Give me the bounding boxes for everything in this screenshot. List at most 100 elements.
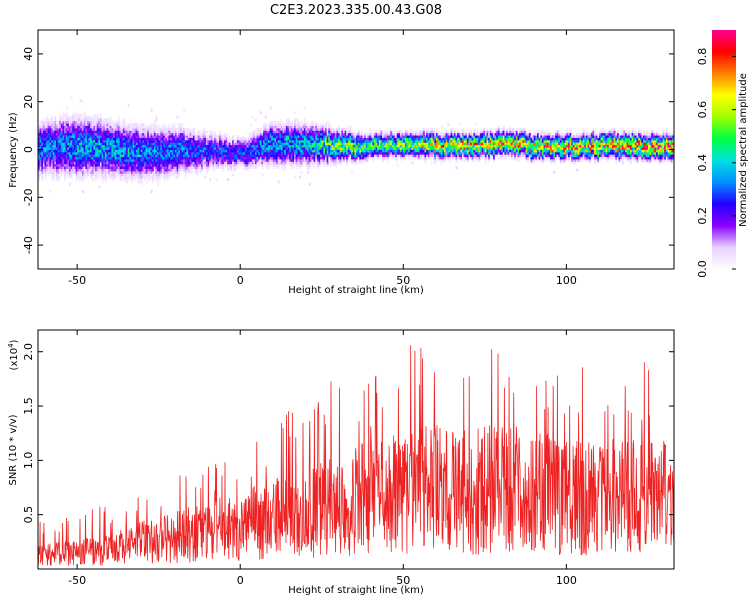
heatmap-cell [325, 151, 328, 155]
heatmap-cell [282, 130, 285, 134]
heatmap-cell [310, 132, 313, 136]
heatmap-cell [173, 135, 176, 138]
heatmap-cell [68, 147, 72, 150]
heatmap-cell [124, 156, 127, 160]
heatmap-cell [210, 161, 213, 165]
heatmap-cell [117, 142, 120, 146]
heatmap-cell [320, 137, 323, 141]
heatmap-cell [460, 142, 463, 146]
heatmap-cell [91, 156, 94, 160]
heatmap-cell [95, 154, 98, 158]
heatmap-cell [491, 139, 494, 143]
heatmap-cell [153, 173, 156, 177]
heatmap-cell [277, 120, 280, 124]
heatmap-cell [59, 137, 62, 141]
heatmap-cell [67, 139, 70, 143]
heatmap-cell [413, 149, 416, 153]
heatmap-cell [422, 142, 425, 146]
heatmap-cell [38, 168, 41, 172]
heatmap-cell [334, 137, 337, 141]
heatmap-cell [311, 159, 314, 162]
heatmap-cell [475, 123, 478, 126]
heatmap-cell [204, 149, 207, 153]
heatmap-cell [457, 154, 460, 158]
heatmap-cell [298, 156, 301, 160]
heatmap-cell [298, 127, 301, 131]
heatmap-cell [486, 149, 489, 153]
heatmap-cell [59, 120, 62, 124]
heatmap-cell [98, 123, 101, 126]
heatmap-cell [168, 154, 171, 158]
heatmap-cell [398, 149, 401, 153]
heatmap-cell [294, 161, 297, 165]
heatmap-cell [284, 161, 287, 165]
heatmap-cell [263, 137, 266, 141]
heatmap-cell [261, 132, 264, 136]
heatmap-cell [202, 137, 205, 141]
heatmap-cell [466, 139, 469, 143]
heatmap-cell [303, 137, 306, 141]
heatmap-cell [67, 123, 70, 126]
heatmap-cell [297, 159, 300, 162]
heatmap-cell [228, 149, 231, 153]
heatmap-cell [139, 130, 142, 134]
heatmap-cell [297, 120, 300, 124]
heatmap-cell [489, 137, 492, 141]
heatmap-cell [285, 132, 288, 136]
heatmap-cell [103, 154, 106, 158]
heatmap-cell [157, 182, 160, 186]
heatmap-cell [321, 149, 324, 153]
heatmap-cell [369, 130, 372, 134]
heatmap-cell [80, 118, 83, 122]
heatmap-cell [476, 156, 479, 160]
heatmap-cell [421, 135, 424, 138]
heatmap-cell [144, 144, 147, 148]
heatmap-cell [323, 127, 326, 131]
heatmap-cell [52, 173, 55, 177]
heatmap-cell [442, 132, 445, 136]
heatmap-cell [60, 147, 63, 150]
heatmap-cell [96, 168, 99, 172]
heatmap-cell [64, 171, 67, 174]
heatmap-cell [176, 144, 179, 148]
heatmap-cell [126, 142, 129, 146]
heatmap-cell [426, 151, 429, 155]
heatmap-cell [106, 171, 109, 174]
heatmap-cell [439, 149, 442, 153]
heatmap-cell [263, 130, 266, 134]
heatmap-cell [307, 125, 310, 129]
heatmap-cell [241, 147, 244, 150]
heatmap-cell [134, 156, 137, 160]
heatmap-cell [80, 149, 83, 153]
heatmap-cell [254, 142, 257, 146]
heatmap-cell [225, 139, 228, 143]
heatmap-cell [333, 142, 336, 146]
heatmap-cell [135, 173, 138, 177]
heatmap-cell [83, 161, 86, 165]
heatmap-cell [99, 139, 102, 143]
heatmap-cell [411, 142, 414, 146]
heatmap-cell [302, 151, 305, 155]
heatmap-cell [176, 163, 179, 167]
heatmap-cell [289, 139, 292, 143]
heatmap-cell [38, 125, 41, 129]
heatmap-cell [153, 159, 156, 162]
heatmap-cell [39, 125, 42, 129]
heatmap-cell [316, 154, 319, 158]
heatmap-cell [148, 173, 151, 177]
heatmap-cell [64, 156, 67, 160]
heatmap-cell [54, 139, 57, 143]
heatmap-cell [484, 147, 487, 150]
heatmap-cell [119, 168, 122, 172]
heatmap-cell [276, 135, 279, 138]
heatmap-cell [227, 163, 230, 167]
heatmap-cell [86, 159, 89, 162]
heatmap-cell [114, 130, 117, 134]
heatmap-cell [83, 147, 86, 150]
heatmap-cell [276, 120, 279, 124]
heatmap-cell [184, 144, 187, 148]
heatmap-cell [225, 161, 228, 165]
heatmap-cell [447, 142, 450, 146]
heatmap-cell [354, 135, 357, 138]
heatmap-cell [400, 137, 403, 141]
